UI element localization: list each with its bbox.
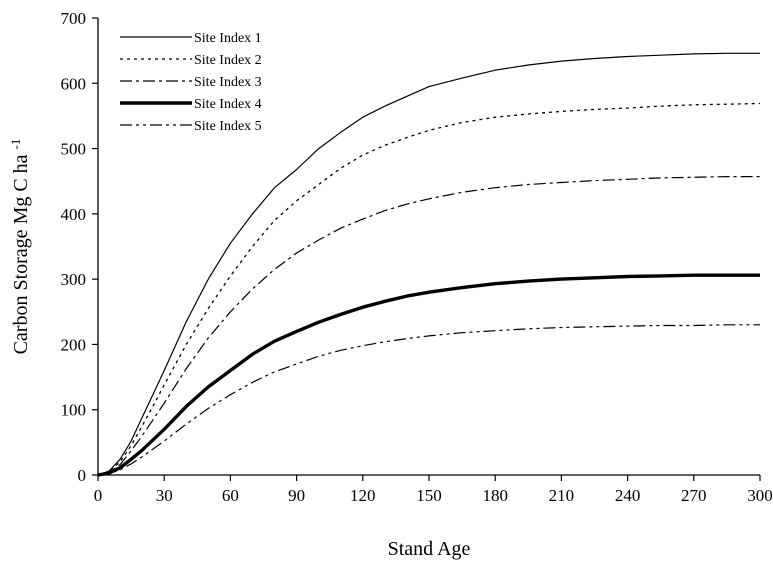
y-tick-label: 600 [61,74,87,93]
y-tick-label: 200 [61,335,87,354]
legend-label-3: Site Index 3 [194,75,262,90]
x-tick-label: 90 [288,486,305,505]
y-tick-label: 300 [61,270,87,289]
series-lines [97,52,761,477]
x-tick-label: 60 [222,486,239,505]
x-axis-ticks: 0 30 60 90 120 150 180 210 240 270 300 [94,475,773,505]
x-tick-label: 180 [482,486,508,505]
y-axis-title: Carbon Storage Mg C ha -1 [8,139,32,355]
y-tick-label: 0 [78,466,87,485]
x-tick-label: 0 [94,486,103,505]
y-tick-label: 500 [61,140,87,159]
y-axis-ticks: 0 100 200 300 400 500 600 700 [61,9,98,485]
legend-label-5: Site Index 5 [194,119,262,134]
x-tick-label: 240 [615,486,641,505]
y-tick-label: 400 [61,205,87,224]
legend: Site Index 1 Site Index 2 Site Index 3 Site… [120,31,262,134]
legend-label-1: Site Index 1 [194,31,262,46]
x-tick-label: 30 [156,486,173,505]
legend-label-2: Site Index 2 [194,53,262,68]
series-line-1 [97,52,760,476]
x-tick-label: 300 [747,486,773,505]
y-tick-label: 100 [61,401,87,420]
y-tick-label: 700 [61,9,87,28]
series-line-2 [97,102,761,476]
series-line-5 [97,324,760,476]
series-line-3 [97,176,760,476]
legend-label-4: Site Index 4 [194,97,262,112]
x-tick-label: 210 [549,486,575,505]
x-tick-label: 150 [416,486,442,505]
x-tick-label: 120 [350,486,376,505]
y-axis-title-superscript: -1 [8,139,23,150]
series-line-4 [97,273,760,477]
x-tick-label: 270 [681,486,707,505]
x-axis-title: Stand Age [388,538,471,560]
y-axis-title-text: Carbon Storage Mg C ha [10,154,32,354]
